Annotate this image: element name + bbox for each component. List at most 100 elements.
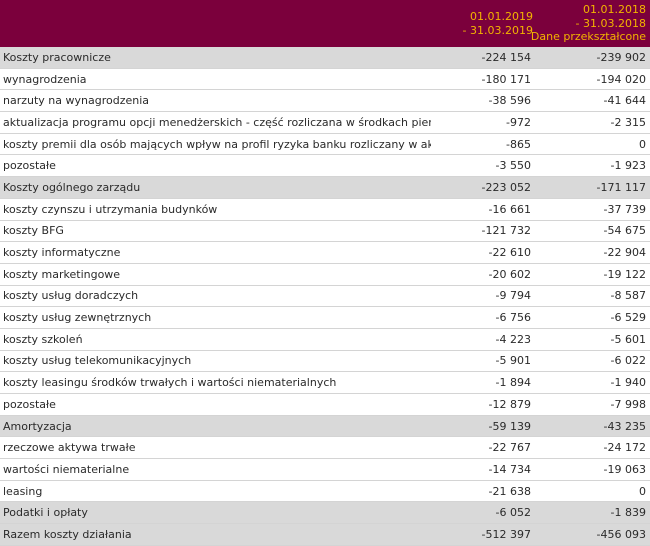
value-2019: -20 602 (488, 267, 531, 281)
value-2018: -6 529 (610, 311, 646, 325)
row-label: Koszty ogólnego zarządu (3, 180, 141, 194)
row-label: Amortyzacja (3, 419, 72, 433)
value-2018: -1 923 (610, 159, 646, 173)
row-label: pozostałe (3, 159, 56, 173)
row-label: Razem koszty działania (3, 527, 132, 541)
value-2019: -16 661 (488, 202, 531, 216)
value-2018: 0 (639, 484, 646, 498)
value-2019: -59 139 (488, 419, 531, 433)
value-2019: -22 767 (488, 441, 531, 455)
value-2019: -865 (506, 137, 531, 151)
period-2018-header: 01.01.2018 - 31.03.2018 Dane przekształc… (531, 3, 646, 44)
restated-note: Dane przekształcone (530, 30, 646, 43)
value-2019: -6 756 (495, 311, 531, 325)
table-row: koszty leasingu środków trwałych i warto… (0, 372, 650, 394)
value-2018: -456 093 (596, 527, 646, 541)
table-row: koszty szkoleń -4 223 -5 601 (0, 329, 650, 351)
table-row: wynagrodzenia -180 171 -194 020 (0, 69, 650, 91)
value-2018: -2 315 (610, 115, 646, 129)
table-row: leasing -21 638 0 (0, 481, 650, 503)
value-2018: -171 117 (596, 180, 646, 194)
row-label: koszty marketingowe (3, 267, 121, 281)
value-2019: -22 610 (488, 246, 531, 260)
table-row: koszty usług doradczych -9 794 -8 587 (0, 286, 650, 308)
period-2019-end: - 31.03.2019 (462, 23, 533, 37)
value-2018: 0 (639, 137, 646, 151)
value-2018: -19 063 (603, 462, 646, 476)
table-header: 01.01.2019 - 31.03.2019 01.01.2018 - 31.… (0, 0, 650, 47)
table-row: koszty informatyczne -22 610 -22 904 (0, 242, 650, 264)
table-row: aktualizacja programu opcji menedżerskic… (0, 112, 650, 134)
row-label: koszty czynszu i utrzymania budynków (3, 202, 218, 216)
value-2019: -6 052 (495, 506, 531, 520)
table-row: koszty marketingowe -20 602 -19 122 (0, 264, 650, 286)
table-row: pozostałe -3 550 -1 923 (0, 155, 650, 178)
value-2019: -3 550 (495, 159, 531, 173)
row-label: koszty szkoleń (3, 332, 83, 346)
value-2018: -22 904 (603, 246, 646, 260)
period-2018-start: 01.01.2018 (583, 3, 646, 16)
value-2019: -972 (506, 115, 531, 129)
value-2019: -5 901 (495, 354, 531, 368)
table-row: koszty usług zewnętrznych -6 756 -6 529 (0, 307, 650, 329)
value-2018: -37 739 (603, 202, 646, 216)
value-2019: -223 052 (481, 180, 531, 194)
value-2019: -14 734 (488, 462, 531, 476)
table-row: koszty premii dla osób mających wpływ na… (0, 134, 650, 156)
row-label: rzeczowe aktywa trwałe (3, 441, 136, 455)
value-2018: -8 587 (610, 289, 646, 303)
value-2019: -512 397 (481, 527, 531, 541)
value-2018: -1 940 (610, 376, 646, 390)
row-label: koszty usług telekomunikacyjnych (3, 354, 192, 368)
row-label: koszty usług zewnętrznych (3, 311, 152, 325)
value-2018: -239 902 (596, 50, 646, 64)
table-row: koszty czynszu i utrzymania budynków -16 … (0, 199, 650, 221)
category-row: Podatki i opłaty -6 052 -1 839 (0, 502, 650, 525)
value-2019: -4 223 (495, 332, 531, 346)
table-row: rzeczowe aktywa trwałe -22 767 -24 172 (0, 437, 650, 460)
value-2019: -180 171 (481, 72, 531, 86)
value-2018: -6 022 (610, 354, 646, 368)
table-row: wartości niematerialne -14 734 -19 063 (0, 459, 650, 481)
table-row: pozostałe -12 879 -7 998 (0, 394, 650, 416)
period-2019-start: 01.01.2019 (470, 10, 533, 23)
value-2018: -1 839 (610, 506, 646, 520)
row-label: Podatki i opłaty (3, 506, 88, 520)
value-2018: -5 601 (610, 332, 646, 346)
value-2019: -9 794 (495, 289, 531, 303)
row-label: koszty premii dla osób mających wpływ na… (3, 137, 431, 151)
value-2019: -12 879 (488, 397, 531, 411)
row-label: koszty informatyczne (3, 246, 121, 260)
value-2018: -19 122 (603, 267, 646, 281)
period-2018-end: - 31.03.2018 (575, 16, 646, 30)
total-row: Razem koszty działania -512 397 -456 093 (0, 524, 650, 546)
table-row: koszty BFG -121 732 -54 675 (0, 221, 650, 243)
row-label: Koszty pracownicze (3, 50, 111, 64)
value-2019: -21 638 (488, 484, 531, 498)
row-label: wynagrodzenia (3, 72, 87, 86)
value-2019: -38 596 (488, 94, 531, 108)
value-2018: -41 644 (603, 94, 646, 108)
value-2019: -224 154 (481, 50, 531, 64)
value-2018: -43 235 (603, 419, 646, 433)
table-row: koszty usług telekomunikacyjnych -5 901 -6… (0, 351, 650, 373)
category-row: Koszty pracownicze -224 154 -239 902 (0, 47, 650, 69)
row-label: aktualizacja programu opcji menedżerskic… (3, 115, 431, 129)
row-label: koszty usług doradczych (3, 289, 139, 303)
row-label: koszty leasingu środków trwałych i warto… (3, 376, 337, 390)
period-2019-header: 01.01.2019 - 31.03.2019 (463, 10, 533, 37)
row-label: narzuty na wynagrodzenia (3, 94, 150, 108)
value-2018: -194 020 (596, 72, 646, 86)
table-row: narzuty na wynagrodzenia -38 596 -41 644 (0, 90, 650, 113)
value-2019: -1 894 (495, 376, 531, 390)
table-body: Koszty pracownicze -224 154 -239 902 wynagr… (0, 47, 650, 546)
row-label: leasing (3, 484, 43, 498)
row-label: koszty BFG (3, 224, 64, 238)
category-row: Amortyzacja -59 139 -43 235 (0, 415, 650, 438)
value-2019: -121 732 (481, 224, 531, 238)
row-label: wartości niematerialne (3, 462, 130, 476)
row-label: pozostałe (3, 397, 56, 411)
value-2018: -54 675 (603, 224, 646, 238)
value-2018: -24 172 (603, 441, 646, 455)
